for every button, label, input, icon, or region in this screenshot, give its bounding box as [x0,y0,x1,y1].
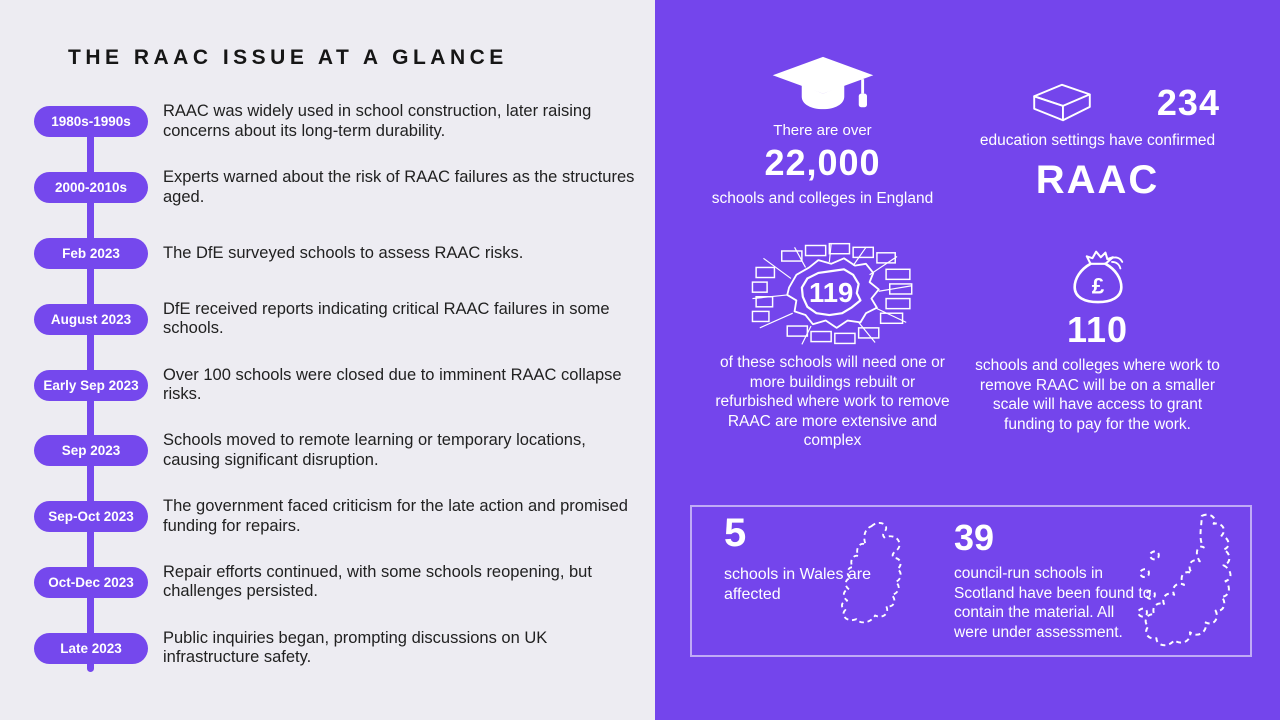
stat-caption: of these schools will need one or more b… [715,354,950,449]
timeline-row: 2000-2010s Experts warned about the risk… [34,155,639,221]
wales-stat-caption: schools in Wales are affected [724,566,872,603]
timeline-date-badge: Feb 2023 [34,237,148,269]
timeline-event-text: DfE received reports indicating critical… [163,299,610,338]
page-title: THE RAAC ISSUE AT A GLANCE [68,46,508,69]
stat-intro-text: There are over [773,122,872,139]
stat-england-schools: There are over 22,000 schools and colleg… [700,55,945,209]
timeline-event-text: Over 100 schools were closed due to immi… [163,365,622,404]
timeline-event-text: RAAC was widely used in school construct… [163,102,592,140]
timeline-date-badge: 1980s-1990s [34,106,148,138]
timeline-row: Late 2023 Public inquiries began, prompt… [34,615,639,681]
timeline-row: 1980s-1990s RAAC was widely used in scho… [34,89,639,155]
timeline-date-badge: Oct-Dec 2023 [34,566,148,598]
stat-value: 110 [1066,309,1129,350]
stat-caption: schools and colleges in England [711,190,934,207]
timeline-row: Oct-Dec 2023 Repair efforts continued, w… [34,550,639,616]
timeline-row: Sep 2023 Schools moved to remote learnin… [34,418,639,484]
timeline-event-text: Experts warned about the risk of RAAC fa… [163,168,635,206]
scotland-stat-caption: council-run schools in Scotland have bee… [954,565,1152,641]
timeline-date-badge: Early Sep 2023 [34,369,148,401]
stats-panel: There are over 22,000 schools and colleg… [655,0,1280,720]
stat-value: 119 [809,277,853,308]
brick-icon [1033,83,1091,122]
stat-value: 234 [1156,82,1220,123]
stat-value-row: 234 [975,80,1220,126]
stat-caption: schools and colleges where work to remov… [975,357,1220,433]
stat-grant-funding: £ 110 schools and colleges where work to… [975,244,1220,434]
timeline-event-text: The government faced criticism for the l… [163,497,628,535]
stat-confirmed-raac: 234 education settings have confirmed RA… [975,80,1220,203]
timeline-date-badge: 2000-2010s [34,172,148,204]
timeline-event-text: Schools moved to remote learning or temp… [163,431,586,469]
scotland-stat-value: 39 [954,517,995,558]
timeline-date-badge: Sep 2023 [34,435,148,467]
timeline-date-badge: Late 2023 [34,632,148,664]
timeline-event-text: Public inquiries began, prompting discus… [163,628,548,667]
graduation-cap-icon [772,56,873,110]
wales-map-icon [841,522,902,624]
timeline-date-badge: Sep-Oct 2023 [34,501,148,533]
timeline: 1980s-1990s RAAC was widely used in scho… [34,89,639,681]
stat-caption: education settings have confirmed [979,132,1216,149]
timeline-event-text: The DfE surveyed schools to assess RAAC … [163,243,524,262]
broken-wall-icon: 119 [751,242,912,345]
pound-sign: £ [1091,274,1104,299]
timeline-row: Sep-Oct 2023 The government faced critic… [34,484,639,550]
timeline-row: Feb 2023 The DfE surveyed schools to ass… [34,221,639,287]
timeline-row: Early Sep 2023 Over 100 schools were clo… [34,352,639,418]
stat-value: 22,000 [764,142,881,183]
money-bag-icon: £ [1072,250,1123,304]
timeline-event-text: Repair efforts continued, with some scho… [163,562,592,601]
stat-highlight-raac: RAAC [1035,157,1160,202]
scotland-map-icon [1137,513,1232,647]
stat-rebuild-schools: 119 of these schools will need one or mo… [710,240,955,451]
wales-scotland-box: 5 schools in Wales are affected 39 counc… [690,505,1252,657]
timeline-row: August 2023 DfE received reports indicat… [34,286,639,352]
wales-stat-value: 5 [724,511,747,555]
timeline-date-badge: August 2023 [34,303,148,335]
